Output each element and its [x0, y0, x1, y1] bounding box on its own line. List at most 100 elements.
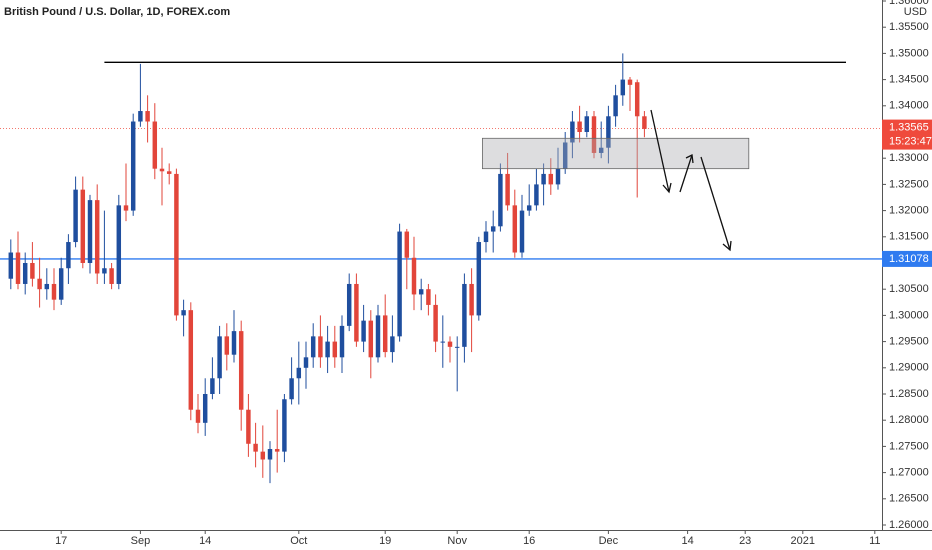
candle-body — [411, 257, 417, 295]
x-tick-label: Dec — [599, 535, 619, 547]
y-tick-label: 1.28500 — [889, 388, 929, 400]
x-tick-label: 14 — [681, 535, 693, 547]
y-tick-label: 1.30000 — [889, 309, 929, 321]
candle-body — [116, 205, 122, 284]
candle-body — [476, 242, 482, 316]
candle-body — [80, 189, 86, 263]
candle-body — [260, 451, 266, 460]
chart-title: British Pound / U.S. Dollar, 1D, FOREX.c… — [4, 6, 230, 18]
last-price-box — [882, 119, 932, 150]
candle-body — [152, 121, 158, 169]
candle-body — [462, 283, 467, 347]
candle-body — [274, 449, 280, 452]
candle-body — [361, 320, 366, 342]
candle-body — [332, 341, 338, 358]
candle-body — [519, 210, 525, 253]
candle-body — [397, 231, 402, 337]
candle-body — [318, 336, 323, 358]
candle-body — [469, 283, 474, 316]
candle-body — [267, 449, 273, 460]
candle-body — [238, 331, 244, 410]
candle-body — [634, 82, 640, 117]
candle-body — [253, 443, 258, 452]
candle-body — [210, 378, 215, 394]
x-tick-label: 17 — [55, 535, 67, 547]
currency-label: USD — [904, 6, 927, 18]
candle-body — [166, 171, 172, 174]
candle-body — [447, 341, 453, 347]
y-tick-label: 1.26000 — [889, 519, 929, 531]
candle-body — [390, 336, 395, 353]
last-price-label: 1.33565 — [889, 122, 929, 134]
candle-body — [94, 200, 100, 274]
candle-body — [404, 231, 410, 258]
candle-body — [426, 289, 431, 305]
candle-body — [584, 116, 590, 132]
candle-body — [490, 226, 496, 232]
candle-body — [282, 399, 287, 452]
support-price-label: 1.31078 — [889, 253, 929, 265]
candle-body — [483, 231, 489, 243]
candle-body — [51, 283, 57, 300]
x-tick-label: 19 — [379, 535, 391, 547]
y-tick-label: 1.31500 — [889, 231, 929, 243]
x-tick-label: 23 — [739, 535, 751, 547]
candle-body — [354, 283, 359, 342]
candle-body — [382, 315, 388, 353]
candle-body — [325, 341, 330, 358]
y-tick-label: 1.26500 — [889, 493, 929, 505]
candle-body — [598, 147, 604, 153]
candle-body — [37, 278, 42, 290]
candle-body — [620, 79, 626, 96]
candle-body — [102, 268, 107, 274]
x-tick-label: 14 — [199, 535, 211, 547]
candle-body — [123, 205, 129, 211]
candle-body — [548, 173, 554, 185]
y-tick-label: 1.27500 — [889, 440, 929, 452]
candle-body — [310, 336, 316, 358]
candle-body — [138, 111, 143, 122]
y-tick-label: 1.28000 — [889, 414, 929, 426]
x-tick-label: Sep — [131, 535, 151, 547]
candle-body — [498, 173, 503, 227]
candle-body — [534, 184, 539, 206]
candle-body — [181, 310, 186, 316]
candle-body — [159, 168, 165, 172]
x-tick-label: 2021 — [791, 535, 815, 547]
x-tick-label: 11 — [869, 535, 880, 547]
y-tick-label: 1.27000 — [889, 467, 929, 479]
candle-body — [44, 283, 50, 290]
candle-body — [627, 79, 633, 85]
candle-body — [613, 95, 618, 117]
y-tick-label: 1.36000 — [889, 0, 929, 7]
candle-body — [73, 189, 78, 243]
candle-body — [130, 121, 136, 211]
candle-body — [246, 409, 251, 444]
candle-body — [541, 173, 546, 185]
candle-body — [303, 357, 309, 368]
candle-body — [22, 263, 28, 284]
candle-body — [346, 283, 352, 326]
x-tick-label: Nov — [447, 535, 467, 547]
y-tick-label: 1.32500 — [889, 178, 929, 190]
countdown-label: 15:23:47 — [889, 136, 932, 148]
candle-body — [555, 168, 561, 185]
candle-body — [195, 409, 201, 423]
candle-body — [296, 367, 302, 379]
candle-body — [526, 205, 532, 211]
candle-body — [505, 173, 510, 206]
candle-body — [375, 315, 381, 358]
y-tick-label: 1.29500 — [889, 336, 929, 348]
y-tick-label: 1.34000 — [889, 100, 929, 112]
candle-body — [642, 116, 647, 129]
candle-body — [202, 394, 208, 423]
y-tick-label: 1.35500 — [889, 21, 929, 33]
candle-body — [512, 205, 518, 253]
y-tick-label: 1.32000 — [889, 205, 929, 217]
candle-body — [109, 268, 114, 284]
candle-body — [577, 121, 582, 132]
candle-body — [224, 336, 230, 355]
y-tick-label: 1.33000 — [889, 152, 929, 164]
